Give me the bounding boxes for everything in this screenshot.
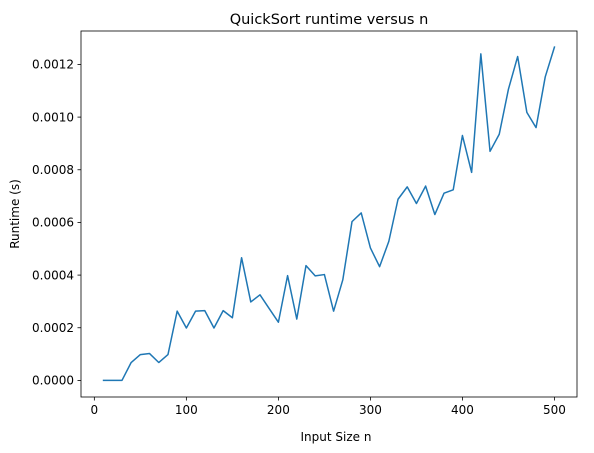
series-line (102, 46, 556, 382)
y-tick-label: 0.0008 (32, 163, 74, 177)
plot-area (102, 46, 556, 382)
y-tick-label: 0.0002 (32, 321, 74, 335)
y-tick-label: 0.0000 (32, 374, 74, 388)
x-tick-label: 300 (359, 403, 382, 417)
y-tick-label: 0.0006 (32, 216, 74, 230)
y-axis-label: Runtime (s) (8, 179, 22, 249)
x-tick-label: 500 (543, 403, 566, 417)
y-tick-label: 0.0012 (32, 58, 74, 72)
y-tick-label: 0.0004 (32, 268, 74, 282)
x-tick-label: 0 (91, 403, 99, 417)
plot-frame (80, 30, 578, 398)
chart-title: QuickSort runtime versus n (230, 12, 429, 28)
x-axis-label: Input Size n (301, 430, 372, 444)
x-tick-label: 400 (451, 403, 474, 417)
x-tick-label: 200 (267, 403, 290, 417)
y-axis: 0.0000 0.0002 0.0004 0.0006 0.0008 0.0010 0.00… (32, 58, 81, 388)
x-tick-label: 100 (175, 403, 198, 417)
y-tick-label: 0.0010 (32, 110, 74, 124)
x-axis: 0 100 200 300 400 500 (91, 397, 566, 417)
